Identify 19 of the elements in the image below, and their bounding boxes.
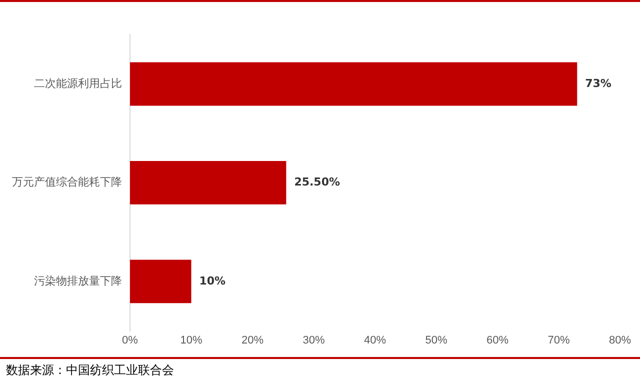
y-tick-label: 万元产值综合能耗下降 [12,176,122,189]
y-tick-label: 污染物排放量下降 [34,274,122,288]
x-tick-label: 10% [180,334,202,346]
y-tick-label: 二次能源利用占比 [34,77,122,90]
x-tick-label: 50% [425,334,448,346]
x-tick-label: 40% [364,334,386,346]
bar [130,260,192,304]
x-tick-label: 70% [548,334,570,346]
x-tick-label: 60% [486,334,509,346]
x-tick-label: 30% [302,334,325,346]
data-label: 10% [199,274,226,288]
bar [130,62,578,106]
x-tick-label: 80% [608,334,632,346]
x-tick-label: 0% [122,334,138,346]
bar [130,160,286,204]
x-tick-label: 20% [241,334,264,346]
source-note: 数据来源：中国纺织工业联合会 [6,362,174,379]
data-label: 25.50% [294,176,340,189]
data-label: 73% [585,76,612,90]
